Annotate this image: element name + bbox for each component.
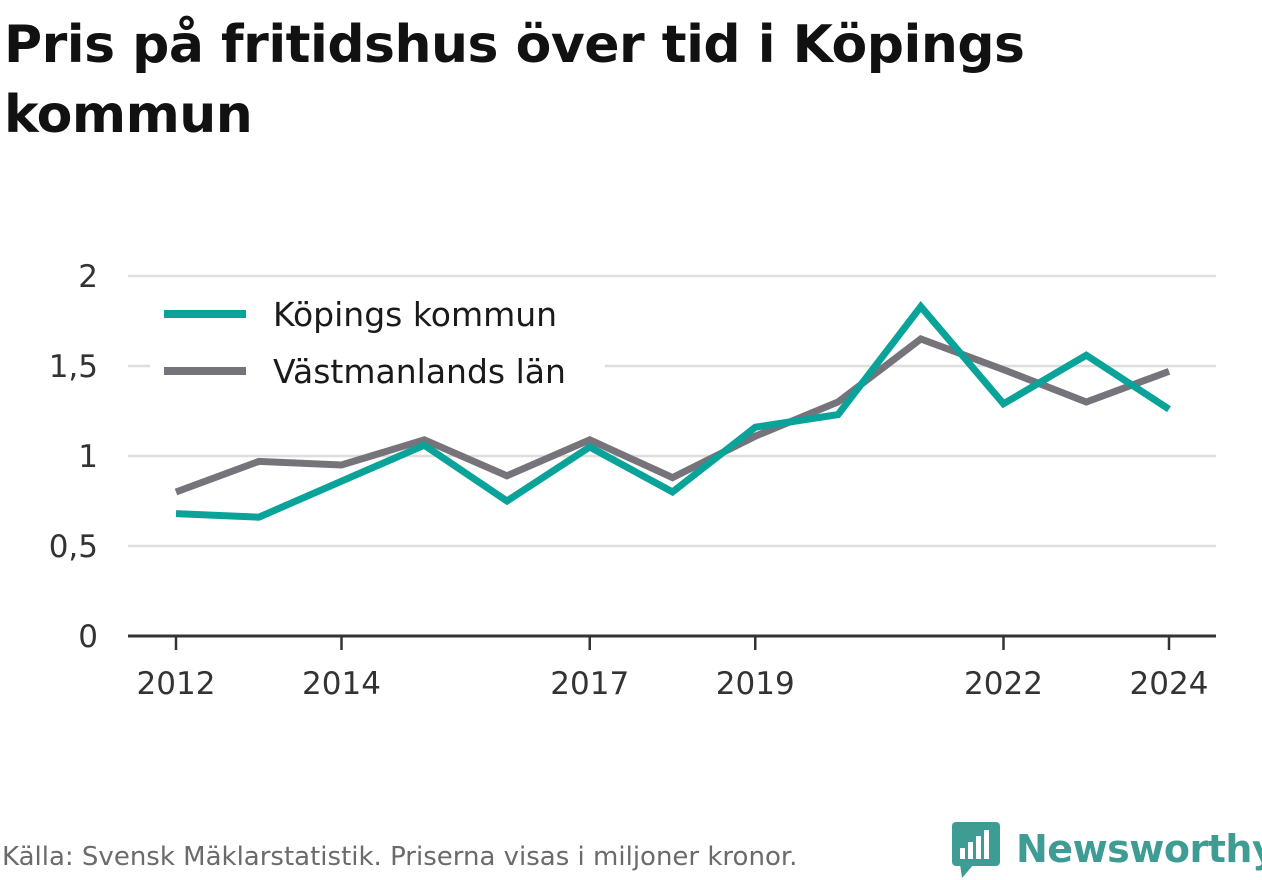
brand-logo: Newsworthy — [950, 818, 1262, 880]
source-note: Källa: Svensk Mäklarstatistik. Priserna … — [2, 842, 798, 872]
chart-title: Pris på fritidshus över tid i Köpings ko… — [4, 15, 1025, 145]
brand-name: Newsworthy — [1016, 827, 1262, 871]
x-tick-label: 2022 — [964, 666, 1043, 702]
legend-label: Västmanlands län — [273, 352, 566, 391]
x-tick-label: 2014 — [302, 666, 381, 702]
y-tick-label: 1 — [78, 439, 98, 475]
x-axis: 2012 2014 2017 2019 2022 2024 — [137, 636, 1209, 702]
x-tick-label: 2012 — [137, 666, 216, 702]
y-tick-label: 0 — [78, 619, 98, 655]
x-tick-label: 2017 — [550, 666, 629, 702]
grid-lines — [128, 274, 1216, 548]
legend: Köpings kommun Västmanlands län — [150, 288, 605, 396]
newsworthy-bar-chart-speech-bubble-icon — [952, 822, 1000, 878]
x-tick-label: 2024 — [1130, 666, 1209, 702]
series-line-kopings-kommun — [175, 301, 1171, 521]
series-lines — [174, 301, 1171, 521]
y-tick-label: 2 — [78, 259, 98, 295]
legend-background — [150, 288, 605, 396]
series-line-vastmanlands-lan — [174, 335, 1171, 496]
y-tick-label: 0,5 — [49, 529, 98, 565]
y-axis: 0 0,5 1 1,5 2 — [49, 259, 98, 655]
x-tick-label: 2019 — [716, 666, 795, 702]
y-tick-label: 1,5 — [49, 349, 98, 385]
legend-label: Köpings kommun — [273, 295, 557, 334]
